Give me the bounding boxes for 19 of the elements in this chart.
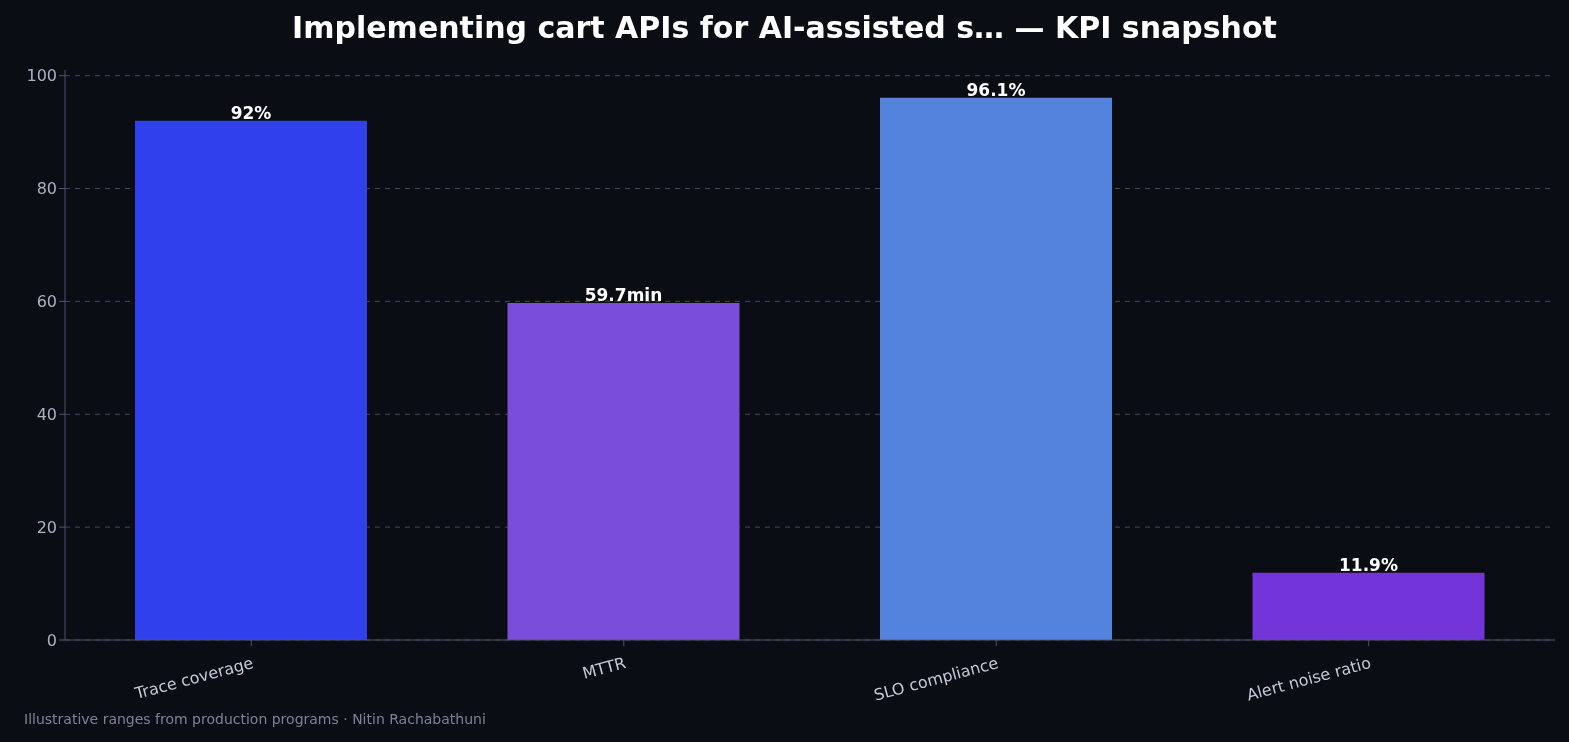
y-tick-label: 80 xyxy=(36,179,57,199)
data-label: 92% xyxy=(230,102,272,123)
bar xyxy=(1252,572,1485,640)
data-label: 96.1% xyxy=(966,79,1026,100)
y-tick-label: 20 xyxy=(36,517,57,537)
bar xyxy=(135,120,367,640)
data-label: 11.9% xyxy=(1339,554,1398,575)
chart-title: Implementing cart APIs for AI-assisted s… — KPI snapshot xyxy=(291,10,1278,45)
y-tick-label: 0 xyxy=(46,630,57,650)
y-tick-label: 100 xyxy=(26,66,57,86)
x-tick-label: MTTR xyxy=(580,653,628,683)
bar xyxy=(880,97,1112,640)
data-label: 59.7min xyxy=(584,285,663,306)
bar xyxy=(507,303,740,640)
y-tick-label: 60 xyxy=(36,292,57,312)
text: Illustrative ranges from production programs · Nitin Rachabathuni xyxy=(24,711,486,727)
x-tick-label: Trace coverage xyxy=(131,653,256,704)
y-tick-label: 40 xyxy=(36,404,57,424)
x-tick-label: Alert noise ratio xyxy=(1244,653,1373,705)
